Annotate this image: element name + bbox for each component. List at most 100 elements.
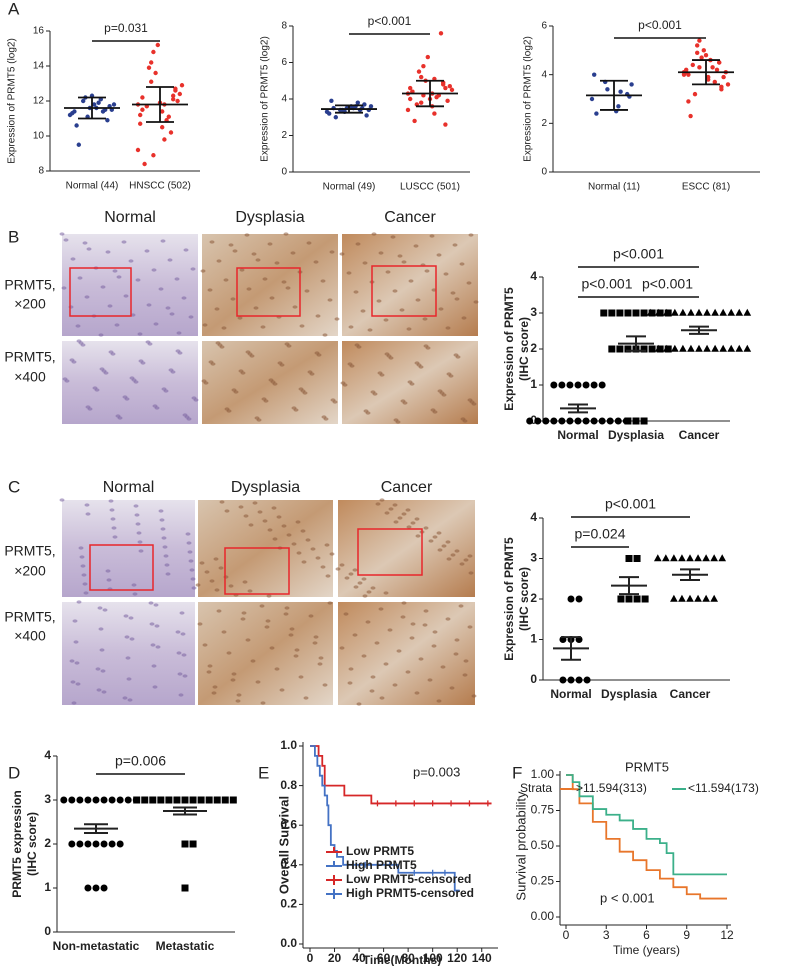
data-point <box>221 796 229 804</box>
cell-nucleus <box>160 239 166 243</box>
data-point <box>421 63 426 69</box>
data-point <box>616 345 624 353</box>
cell-nucleus <box>461 316 467 320</box>
x-tick-label: Normal (44) <box>66 181 119 192</box>
x-tick-label: Non-metastatic <box>53 939 140 953</box>
cell-nucleus <box>219 345 225 349</box>
cell-nucleus <box>302 391 308 395</box>
data-point <box>142 161 147 167</box>
cell-nucleus <box>313 260 319 264</box>
cell-nucleus <box>437 548 443 552</box>
data-point <box>76 142 82 147</box>
data-point <box>686 594 694 602</box>
cell-nucleus <box>153 603 159 607</box>
data-point <box>641 595 649 603</box>
cell-nucleus <box>69 659 75 663</box>
cell-nucleus <box>281 280 287 284</box>
y-tick-label: 2 <box>541 118 547 129</box>
cell-nucleus <box>296 551 302 555</box>
cell-nucleus <box>370 586 376 590</box>
data-point <box>155 42 160 48</box>
cell-nucleus <box>385 270 391 274</box>
cell-nucleus <box>84 503 90 507</box>
data-point <box>566 381 574 389</box>
cell-nucleus <box>151 664 157 668</box>
data-point <box>625 595 633 603</box>
data-point <box>412 118 417 124</box>
cell-nucleus <box>195 583 201 587</box>
y-tick-label: 0.8 <box>280 778 297 792</box>
cell-nucleus <box>136 531 142 535</box>
p-value: p<0.001 <box>582 276 633 292</box>
cell-nucleus <box>135 522 141 526</box>
data-point <box>81 98 86 104</box>
cell-nucleus <box>286 533 292 537</box>
data-point <box>108 796 116 804</box>
cell-nucleus <box>322 683 328 687</box>
cell-nucleus <box>214 588 220 592</box>
cell-nucleus <box>121 240 127 244</box>
cell-nucleus <box>98 333 104 337</box>
cell-nucleus <box>248 523 254 527</box>
cell-nucleus <box>81 573 87 577</box>
y-tick-label: 4 <box>541 69 547 80</box>
survival-curve <box>566 774 727 876</box>
data-point <box>72 109 77 114</box>
p-value: p=0.024 <box>575 526 626 542</box>
cell-nucleus <box>414 517 420 521</box>
cell-nucleus <box>393 520 399 524</box>
cell-nucleus <box>443 272 449 276</box>
cell-nucleus <box>308 614 314 618</box>
y-axis-label: Overall Survival <box>276 796 291 894</box>
data-point <box>84 840 92 848</box>
cell-nucleus <box>169 312 175 316</box>
cell-nucleus <box>267 528 273 532</box>
data-point <box>96 100 101 105</box>
cell-nucleus <box>224 509 230 513</box>
cell-nucleus <box>230 297 236 301</box>
data-point <box>600 309 608 317</box>
cell-nucleus <box>306 241 312 245</box>
cell-nucleus <box>226 409 232 413</box>
data-point <box>608 345 616 353</box>
cell-nucleus <box>448 374 454 378</box>
cell-nucleus <box>199 561 205 565</box>
data-point <box>710 65 715 70</box>
cell-nucleus <box>376 299 382 303</box>
cell-nucleus <box>267 242 273 246</box>
cell-nucleus <box>352 633 358 637</box>
histology-image <box>62 500 195 597</box>
cell-nucleus <box>163 389 169 393</box>
cell-nucleus <box>247 589 253 593</box>
data-point <box>116 796 124 804</box>
cell-nucleus <box>86 247 92 251</box>
cell-nucleus <box>423 526 429 530</box>
cell-nucleus <box>266 594 272 598</box>
cell-nucleus <box>285 286 291 290</box>
data-point <box>711 308 719 316</box>
cell-nucleus <box>191 586 197 590</box>
cell-nucleus <box>360 309 366 313</box>
data-point <box>181 840 189 848</box>
cell-nucleus <box>290 251 296 255</box>
cell-nucleus <box>316 353 322 357</box>
data-point <box>640 417 648 425</box>
x-tick-label: LUSCC (501) <box>400 182 460 193</box>
data-point <box>653 554 662 562</box>
cell-nucleus <box>188 315 194 319</box>
cell-nucleus <box>283 612 289 616</box>
cell-nucleus <box>132 592 138 596</box>
data-point <box>629 82 634 87</box>
cell-nucleus <box>204 570 210 574</box>
data-point <box>670 594 678 602</box>
data-point <box>151 153 156 158</box>
y-tick-label: 4 <box>530 269 537 283</box>
cell-nucleus <box>124 635 130 639</box>
cell-nucleus <box>271 506 277 510</box>
cell-nucleus <box>105 569 111 573</box>
y-tick-label: 2 <box>281 130 287 141</box>
cell-nucleus <box>372 392 378 396</box>
cell-nucleus <box>70 257 76 261</box>
data-point <box>173 88 178 93</box>
data-point <box>679 308 687 316</box>
